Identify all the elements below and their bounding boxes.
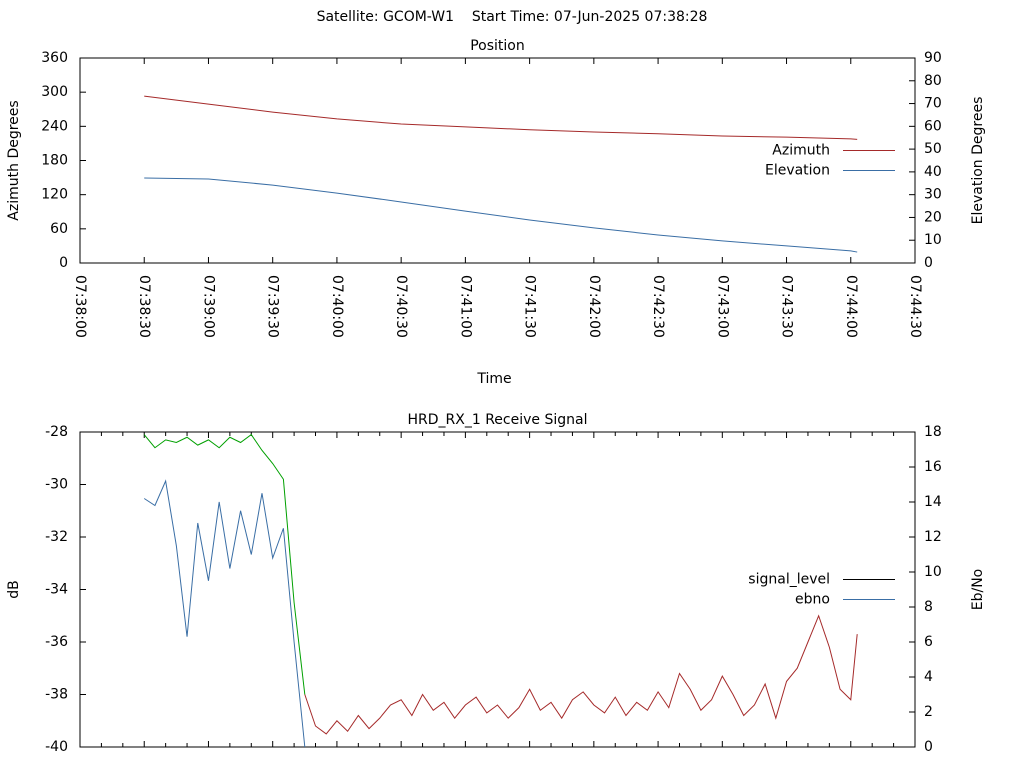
chart-title: Position xyxy=(470,38,525,54)
y2-tick-label: 70 xyxy=(924,96,942,112)
y-tick-label: 240 xyxy=(41,118,68,134)
y2-tick-label: 8 xyxy=(924,599,933,615)
y-tick-label: -40 xyxy=(45,739,68,755)
y-axis-label: dB xyxy=(6,580,22,599)
legend-label: ebno xyxy=(795,592,830,608)
y2-tick-label: 10 xyxy=(924,564,942,580)
x-tick-label: 07:39:00 xyxy=(200,275,216,338)
y-axis-label: Azimuth Degrees xyxy=(6,100,22,220)
y2-tick-label: 0 xyxy=(924,255,933,271)
y-tick-label: -36 xyxy=(45,634,68,650)
y-tick-label: -28 xyxy=(45,424,68,440)
legend-label: Azimuth xyxy=(772,143,830,159)
x-tick-label: 07:38:30 xyxy=(136,275,152,338)
x-tick-label: 07:40:00 xyxy=(329,275,345,338)
y-tick-label: -34 xyxy=(45,582,68,598)
legend-label: Elevation xyxy=(765,163,830,179)
series-line xyxy=(144,177,858,253)
y2-tick-label: 30 xyxy=(924,187,942,203)
y2-tick-label: 10 xyxy=(924,232,942,248)
chart-title: HRD_RX_1 Receive Signal xyxy=(408,412,588,428)
y2-tick-label: 16 xyxy=(924,459,942,475)
y2-tick-label: 0 xyxy=(924,739,933,755)
y-tick-label: 120 xyxy=(41,187,68,203)
y2-tick-label: 80 xyxy=(924,73,942,89)
x-tick-label: 07:43:30 xyxy=(779,275,795,338)
y-tick-label: 0 xyxy=(59,255,68,271)
x-tick-label: 07:44:00 xyxy=(843,275,859,338)
x-tick-label: 07:43:00 xyxy=(714,275,730,338)
y-tick-label: 300 xyxy=(41,84,68,100)
plot-frame xyxy=(79,57,916,264)
y2-tick-label: 18 xyxy=(924,424,942,440)
x-tick-label: 07:40:30 xyxy=(393,275,409,338)
y2-tick-label: 4 xyxy=(924,669,933,685)
y-tick-label: 360 xyxy=(41,50,68,66)
page-title: Satellite: GCOM-W1 Start Time: 07-Jun-20… xyxy=(317,9,708,25)
y2-tick-label: 12 xyxy=(924,529,942,545)
series-line xyxy=(143,433,306,695)
y-tick-label: 180 xyxy=(41,153,68,169)
series-line xyxy=(144,95,858,140)
series-line xyxy=(143,479,306,748)
y2-tick-label: 2 xyxy=(924,704,933,720)
y-tick-label: -30 xyxy=(45,477,68,493)
y2-tick-label: 6 xyxy=(924,634,933,650)
y2-tick-label: 14 xyxy=(924,494,942,510)
x-tick-label: 07:42:00 xyxy=(586,275,602,338)
y2-tick-label: 40 xyxy=(924,164,942,180)
y2-tick-label: 90 xyxy=(924,50,942,66)
y2-axis-label: Elevation Degrees xyxy=(970,97,986,225)
x-axis-label: Time xyxy=(476,371,511,387)
plot-frame xyxy=(79,431,916,748)
y-tick-label: -32 xyxy=(45,529,68,545)
y2-tick-label: 50 xyxy=(924,141,942,157)
y2-tick-label: 60 xyxy=(924,118,942,134)
y-tick-label: -38 xyxy=(45,687,68,703)
x-tick-label: 07:38:00 xyxy=(72,275,88,338)
x-tick-label: 07:44:30 xyxy=(907,275,923,338)
series-line xyxy=(304,614,858,735)
y-tick-label: 60 xyxy=(50,221,68,237)
x-tick-label: 07:39:30 xyxy=(265,275,281,338)
y2-tick-label: 20 xyxy=(924,209,942,225)
x-tick-label: 07:41:00 xyxy=(457,275,473,338)
y2-axis-label: Eb/No xyxy=(970,569,986,611)
x-tick-label: 07:41:30 xyxy=(522,275,538,338)
x-tick-label: 07:42:30 xyxy=(650,275,666,338)
legend-label: signal_level xyxy=(748,572,830,588)
